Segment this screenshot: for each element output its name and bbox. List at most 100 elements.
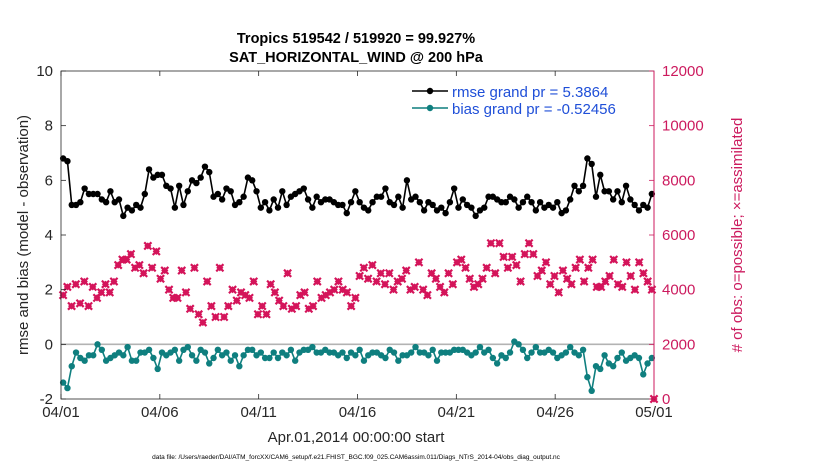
series-point bbox=[218, 196, 226, 203]
series-point bbox=[236, 199, 243, 206]
series-point bbox=[175, 357, 183, 364]
series-point bbox=[64, 384, 71, 392]
series-point bbox=[90, 352, 97, 359]
series-point bbox=[309, 204, 316, 211]
obs-point-cross bbox=[486, 238, 496, 248]
obs-point-cross bbox=[334, 277, 343, 286]
x-tick-label: 04/06 bbox=[141, 404, 179, 421]
obs-point-cross bbox=[143, 241, 153, 251]
series-point bbox=[128, 207, 136, 214]
series-point bbox=[201, 163, 209, 170]
obs-point-cross bbox=[609, 255, 619, 264]
series-point bbox=[360, 357, 368, 364]
series-point bbox=[429, 346, 436, 353]
obs-point-cross bbox=[270, 288, 280, 297]
series-point bbox=[592, 193, 600, 200]
series-point bbox=[648, 190, 656, 198]
obs-point-cross bbox=[482, 263, 492, 273]
series-point bbox=[369, 199, 376, 206]
obs-point-cross bbox=[253, 309, 263, 319]
series-point bbox=[150, 354, 157, 362]
series-point bbox=[137, 204, 144, 211]
y-left-tick-label: 0 bbox=[45, 336, 53, 353]
series-point bbox=[365, 207, 372, 214]
series-point bbox=[283, 352, 290, 359]
obs-point-cross bbox=[211, 312, 220, 322]
series-point bbox=[648, 354, 656, 362]
obs-point-cross bbox=[367, 260, 377, 270]
series-point bbox=[442, 209, 449, 217]
series-point bbox=[532, 207, 540, 214]
series-point bbox=[184, 343, 191, 351]
obs-point-cross bbox=[249, 277, 259, 286]
obs-point-cross bbox=[126, 249, 136, 259]
series-point bbox=[257, 349, 265, 356]
y-left-tick-label: 6 bbox=[45, 172, 53, 189]
series-point bbox=[420, 207, 428, 214]
series-point bbox=[171, 204, 179, 211]
obs-point-cross bbox=[639, 268, 648, 278]
series-point bbox=[528, 349, 535, 356]
obs-point-cross bbox=[177, 266, 187, 275]
series-point bbox=[588, 387, 595, 394]
series-point bbox=[184, 188, 191, 195]
series-point bbox=[588, 160, 595, 168]
series-point bbox=[81, 357, 88, 364]
series-point bbox=[493, 360, 501, 367]
x-tick-label: 04/26 bbox=[536, 404, 574, 421]
obs-point-cross bbox=[257, 301, 267, 311]
x-tick-label: 04/21 bbox=[438, 404, 476, 421]
obs-point-cross bbox=[245, 293, 254, 303]
series-point bbox=[408, 349, 415, 356]
y-left-tick-label: 2 bbox=[45, 282, 53, 299]
series-point bbox=[377, 193, 385, 200]
x-tick-label: 04/11 bbox=[240, 404, 276, 421]
series-point bbox=[644, 204, 651, 211]
series-point bbox=[124, 343, 131, 351]
series-point bbox=[206, 168, 213, 176]
series-point bbox=[609, 196, 617, 203]
series-point bbox=[635, 207, 643, 214]
obs-point-cross bbox=[351, 293, 360, 303]
series-point bbox=[72, 349, 80, 356]
series-point bbox=[528, 199, 535, 206]
obs-point-cross bbox=[545, 279, 555, 289]
series-point bbox=[567, 343, 574, 351]
series-point bbox=[210, 354, 217, 362]
obs-point-cross bbox=[363, 274, 373, 284]
series-point bbox=[425, 352, 432, 359]
series-point bbox=[339, 201, 346, 209]
series-point bbox=[524, 193, 531, 200]
obs-point-cross bbox=[461, 263, 470, 273]
obs-point-cross bbox=[151, 247, 161, 256]
obs-point-cross bbox=[79, 277, 89, 286]
obs-point-cross bbox=[528, 249, 538, 259]
obs-point-cross bbox=[134, 260, 144, 270]
series-point bbox=[352, 188, 359, 195]
series-point bbox=[98, 346, 106, 353]
obs-point-cross bbox=[75, 298, 85, 308]
obs-point-cross bbox=[605, 271, 614, 281]
legend-bias-marker bbox=[426, 104, 434, 112]
series-point bbox=[519, 199, 527, 206]
series-point bbox=[227, 357, 234, 364]
series-point bbox=[266, 207, 273, 214]
obs-point-cross bbox=[558, 266, 568, 275]
series-point bbox=[274, 354, 282, 362]
series-point bbox=[240, 193, 247, 200]
obs-point-cross bbox=[520, 249, 530, 259]
obs-point-cross bbox=[490, 268, 500, 278]
obs-point-cross bbox=[516, 277, 525, 286]
series-point bbox=[167, 185, 174, 192]
obs-point-cross bbox=[495, 238, 504, 248]
series-point bbox=[575, 188, 583, 195]
obs-point-cross bbox=[439, 288, 449, 297]
series-point bbox=[579, 346, 587, 353]
series-point bbox=[489, 354, 497, 362]
series-point bbox=[472, 349, 479, 356]
series-point bbox=[640, 371, 647, 378]
series-point bbox=[120, 212, 127, 220]
y-axis-left-label: rmse and bias (model - observation) bbox=[15, 115, 32, 355]
obs-point-cross bbox=[372, 277, 381, 286]
